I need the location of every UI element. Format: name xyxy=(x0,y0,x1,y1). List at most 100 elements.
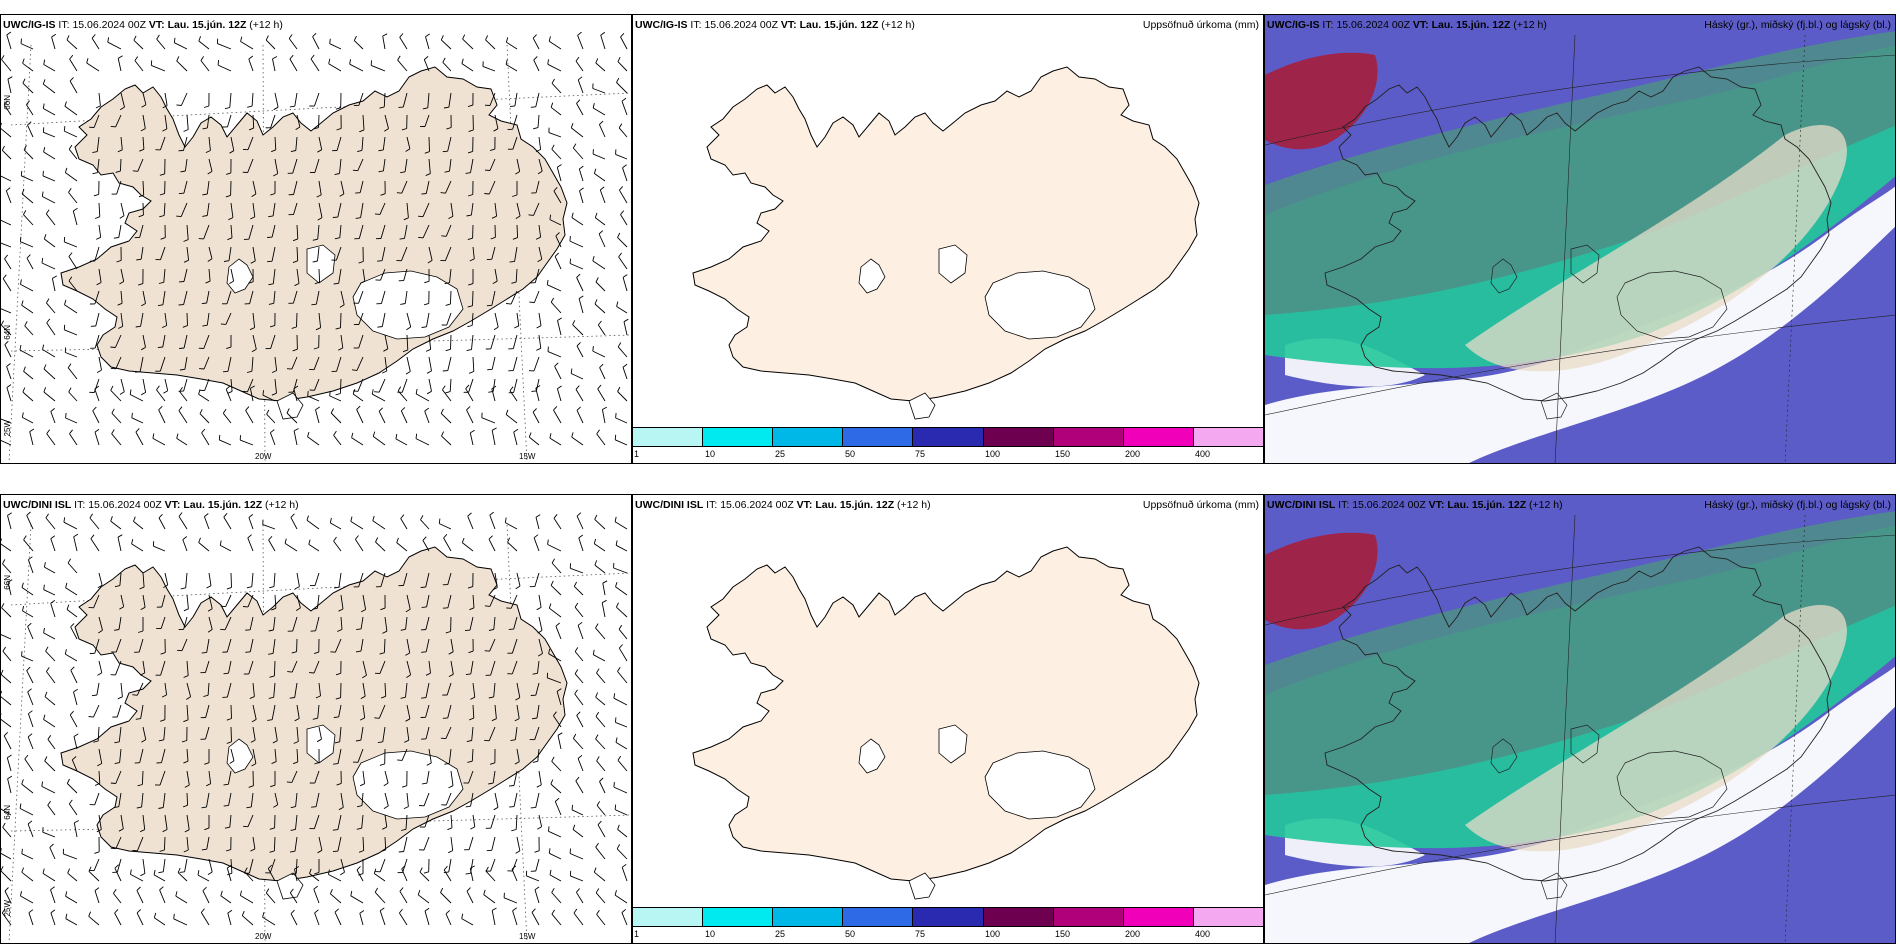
colorbar-tick-label: 25 xyxy=(774,449,785,459)
cloud-cover-map xyxy=(1265,495,1895,943)
lat-label-64n: 64N xyxy=(3,325,12,340)
wind-map-panel: UWC/IG-IS IT: 15.06.2024 00Z VT: Lau. 15… xyxy=(0,14,632,464)
colorbar-segment xyxy=(1053,428,1124,446)
lat-label-66n: 66N xyxy=(3,95,12,110)
cloud-red-patch xyxy=(1265,532,1378,630)
colorbar-tick-label: 10 xyxy=(704,929,715,939)
lon-label-25w: 25W xyxy=(3,900,12,917)
lon-label-15w: 15W xyxy=(519,452,536,461)
lead-time: (+12 h) xyxy=(265,499,299,511)
lon-label-20w: 20W xyxy=(255,932,272,941)
glacier-outline xyxy=(938,244,968,284)
cloud-title: Háský (gr.), miðský (fj.bl.) og lágský (… xyxy=(1704,499,1891,511)
vt-value: Lau. 15.jún. 12Z xyxy=(815,499,895,511)
vt-label: VT: xyxy=(1428,499,1445,511)
colorbar-tick-label: 400 xyxy=(1194,449,1211,459)
lead-time: (+12 h) xyxy=(881,19,915,31)
wind-map-panel: UWC/DINI ISL IT: 15.06.2024 00Z VT: Lau.… xyxy=(0,494,632,944)
colorbar-segment xyxy=(1053,908,1124,926)
it-label: IT: xyxy=(58,19,70,31)
cloud-map-panel: UWC/DINI ISL IT: 15.06.2024 00Z VT: Lau.… xyxy=(1264,494,1896,944)
it-label: IT: xyxy=(1322,19,1334,31)
colorbar-segment xyxy=(773,908,844,926)
glacier-outline xyxy=(352,270,464,340)
model-name: UWC/IG-IS xyxy=(635,19,688,31)
it-value: 15.06.2024 00Z xyxy=(1336,19,1410,31)
precip-colorbar-ticks: 1 10 25 50 75 100 150 200 400 xyxy=(633,929,1263,941)
vt-value: Lau. 15.jún. 12Z xyxy=(183,499,263,511)
lon-label-25w: 25W xyxy=(3,420,12,437)
lat-label-66n: 66N xyxy=(3,575,12,590)
precip-colorbar-ticks: 1 10 25 50 75 100 150 200 400 xyxy=(633,449,1263,461)
colorbar-tick-label: 150 xyxy=(1055,449,1071,459)
glacier-outline xyxy=(908,872,936,900)
iceland-landmass xyxy=(692,66,1200,402)
model-name: UWC/DINI ISL xyxy=(3,499,72,511)
model-name: UWC/IG-IS xyxy=(3,19,56,31)
iceland-landmass xyxy=(60,66,568,402)
glacier-outline xyxy=(858,738,886,774)
glacier-outline xyxy=(984,750,1096,820)
vt-label: VT: xyxy=(780,19,797,31)
iceland-landmass xyxy=(60,546,568,882)
vt-label: VT: xyxy=(1412,19,1429,31)
colorbar-tick-label: 50 xyxy=(845,449,856,459)
colorbar-segment xyxy=(843,428,914,446)
colorbar-tick-label: 25 xyxy=(774,929,785,939)
wind-barb-map xyxy=(1,31,631,463)
colorbar-segment xyxy=(1123,908,1194,926)
colorbar-segment xyxy=(843,908,914,926)
colorbar-segment xyxy=(703,908,774,926)
colorbar-segment xyxy=(633,428,704,446)
colorbar-tick-label: 1 xyxy=(634,449,640,459)
glacier-outline xyxy=(352,750,464,820)
lead-time: (+12 h) xyxy=(897,499,931,511)
colorbar-segment xyxy=(703,428,774,446)
clear-sky-area xyxy=(1265,186,1895,463)
vt-label: VT: xyxy=(164,499,181,511)
model-name: UWC/DINI ISL xyxy=(635,499,704,511)
high-cloud-layer xyxy=(1265,31,1895,315)
panel-header: UWC/DINI ISL IT: 15.06.2024 00Z VT: Lau.… xyxy=(635,499,931,511)
colorbar-tick-label: 400 xyxy=(1194,929,1211,939)
vt-label: VT: xyxy=(148,19,165,31)
precip-map-panel: UWC/IG-IS IT: 15.06.2024 00Z VT: Lau. 15… xyxy=(632,14,1264,464)
panel-header: UWC/IG-IS IT: 15.06.2024 00Z VT: Lau. 15… xyxy=(1267,19,1547,31)
colorbar-tick-label: 100 xyxy=(985,449,1001,459)
colorbar-tick-label: 100 xyxy=(985,929,1001,939)
colorbar-tick-label: 150 xyxy=(1055,929,1071,939)
precip-colorbar xyxy=(633,907,1263,927)
it-value: 15.06.2024 00Z xyxy=(704,19,778,31)
it-label: IT: xyxy=(74,499,86,511)
colorbar-tick-label: 200 xyxy=(1125,929,1141,939)
panel-header: UWC/DINI ISL IT: 15.06.2024 00Z VT: Lau.… xyxy=(1267,499,1563,511)
iceland-outline xyxy=(1324,546,1832,882)
glacier-outline xyxy=(858,258,886,294)
panel-header: UWC/IG-IS IT: 15.06.2024 00Z VT: Lau. 15… xyxy=(635,19,915,31)
it-value: 15.06.2024 00Z xyxy=(720,499,794,511)
precip-title: Uppsöfnuð úrkoma (mm) xyxy=(1142,19,1259,31)
lead-time: (+12 h) xyxy=(249,19,283,31)
glacier-outline xyxy=(908,392,936,420)
cloud-map-panel: UWC/IG-IS IT: 15.06.2024 00Z VT: Lau. 15… xyxy=(1264,14,1896,464)
colorbar-segment xyxy=(983,908,1054,926)
it-value: 15.06.2024 00Z xyxy=(1352,499,1426,511)
colorbar-segment xyxy=(913,428,984,446)
wind-barbs xyxy=(1,511,628,926)
model-name: UWC/DINI ISL xyxy=(1267,499,1336,511)
it-label: IT: xyxy=(1338,499,1350,511)
lon-label-15w: 15W xyxy=(519,932,536,941)
cloud-red-patch xyxy=(1265,52,1378,150)
model-name: UWC/IG-IS xyxy=(1267,19,1320,31)
lead-time: (+12 h) xyxy=(1513,19,1547,31)
vt-value: Lau. 15.jún. 12Z xyxy=(799,19,879,31)
cloud-title: Háský (gr.), miðský (fj.bl.) og lágský (… xyxy=(1704,19,1891,31)
wind-barbs xyxy=(1,31,629,446)
lon-label-20w: 20W xyxy=(255,452,272,461)
glacier-outline xyxy=(306,724,336,764)
colorbar-segment xyxy=(633,908,704,926)
wind-barb-map xyxy=(1,511,631,943)
colorbar-tick-label: 200 xyxy=(1125,449,1141,459)
it-label: IT: xyxy=(690,19,702,31)
vt-value: Lau. 15.jún. 12Z xyxy=(1447,499,1527,511)
